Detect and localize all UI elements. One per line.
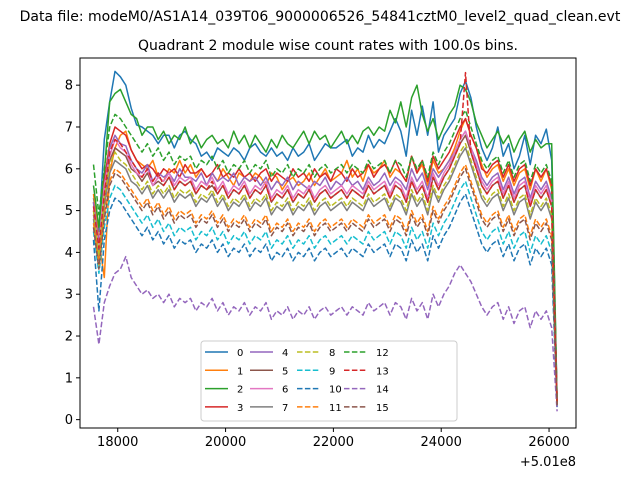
series-line-9 xyxy=(92,180,558,407)
legend-label-3: 3 xyxy=(237,403,243,414)
series-line-11 xyxy=(92,163,558,406)
x-tick-label: 18000 xyxy=(97,435,138,450)
y-tick-label: 7 xyxy=(65,120,73,135)
y-tick-label: 1 xyxy=(65,371,73,386)
legend-label-13: 13 xyxy=(376,366,389,377)
y-tick-label: 2 xyxy=(65,330,73,345)
legend-label-9: 9 xyxy=(329,366,335,377)
series-line-7 xyxy=(92,147,558,405)
y-tick-label: 6 xyxy=(65,162,73,177)
series-line-2 xyxy=(92,84,558,401)
legend-label-7: 7 xyxy=(282,403,288,414)
series-line-12 xyxy=(92,109,558,402)
legend-label-4: 4 xyxy=(282,348,288,359)
y-tick-label: 5 xyxy=(65,204,73,219)
y-tick-label: 8 xyxy=(65,79,73,94)
y-tick-label: 3 xyxy=(65,288,73,303)
legend-label-12: 12 xyxy=(376,348,389,359)
axes-frame xyxy=(79,57,577,429)
legend-label-15: 15 xyxy=(376,403,389,414)
legend-label-1: 1 xyxy=(237,366,243,377)
legend-label-8: 8 xyxy=(329,348,335,359)
chart-title: Quadrant 2 module wise count rates with … xyxy=(138,38,518,54)
series-line-6 xyxy=(92,130,558,404)
x-offset-label: +5.01e8 xyxy=(520,455,576,470)
plot-area xyxy=(92,70,558,412)
series-line-13 xyxy=(92,71,558,404)
y-tick-label: 4 xyxy=(65,246,73,261)
series-line-15 xyxy=(92,168,558,406)
y-tick-label: 0 xyxy=(65,413,73,428)
legend-label-14: 14 xyxy=(376,385,389,396)
legend-label-5: 5 xyxy=(282,366,288,377)
legend-box xyxy=(200,340,458,422)
legend-label-0: 0 xyxy=(237,348,243,359)
figure-suptitle: Data file: modeM0/AS1A14_039T06_90000065… xyxy=(20,9,621,25)
series-line-8 xyxy=(92,142,558,405)
x-tick-label: 20000 xyxy=(205,435,246,450)
legend-label-11: 11 xyxy=(329,403,342,414)
x-tick-label: 26000 xyxy=(528,435,569,450)
series-line-3 xyxy=(92,117,558,402)
series-line-14 xyxy=(92,255,558,412)
legend-label-10: 10 xyxy=(329,385,342,396)
legend-label-2: 2 xyxy=(237,385,243,396)
legend-label-6: 6 xyxy=(282,385,288,396)
x-tick-label: 22000 xyxy=(313,435,354,450)
x-tick-label: 24000 xyxy=(421,435,462,450)
series-line-10 xyxy=(92,193,558,408)
